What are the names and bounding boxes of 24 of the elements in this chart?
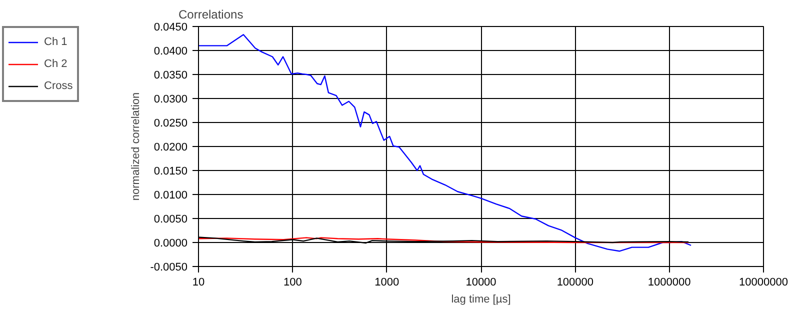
x-tick-label: 1000000 [648, 276, 691, 288]
x-tick-label: 10000000 [739, 276, 788, 288]
y-tick-label: 0.0150 [154, 166, 188, 178]
legend-label: Ch 1 [44, 36, 68, 48]
legend-label: Cross [44, 80, 73, 92]
x-axis-title: lag time [µs] [451, 294, 511, 306]
y-tick-label: -0.0050 [150, 262, 188, 274]
y-tick-label: 0.0250 [154, 118, 188, 130]
y-tick-label: 0.0050 [154, 214, 188, 226]
y-tick-label: 0.0450 [154, 22, 188, 34]
x-tick-label: 10000 [466, 276, 496, 288]
y-tick-label: 0.0350 [154, 70, 188, 82]
y-tick-label: 0.0400 [154, 46, 188, 58]
y-tick-label: 0.0200 [154, 142, 188, 154]
x-tick-label: 1000 [374, 276, 400, 288]
x-tick-label: 10 [192, 276, 205, 288]
x-tick-label: 100000 [556, 276, 594, 288]
legend-label: Ch 2 [44, 58, 68, 70]
x-tick-label: 100 [283, 276, 302, 288]
y-tick-label: 0.0100 [154, 190, 188, 202]
y-tick-label: 0.0000 [154, 238, 188, 250]
chart-title: Correlations [178, 8, 244, 22]
y-tick-label: 0.0300 [154, 94, 188, 106]
y-axis-title: normalized correlation [130, 92, 142, 201]
